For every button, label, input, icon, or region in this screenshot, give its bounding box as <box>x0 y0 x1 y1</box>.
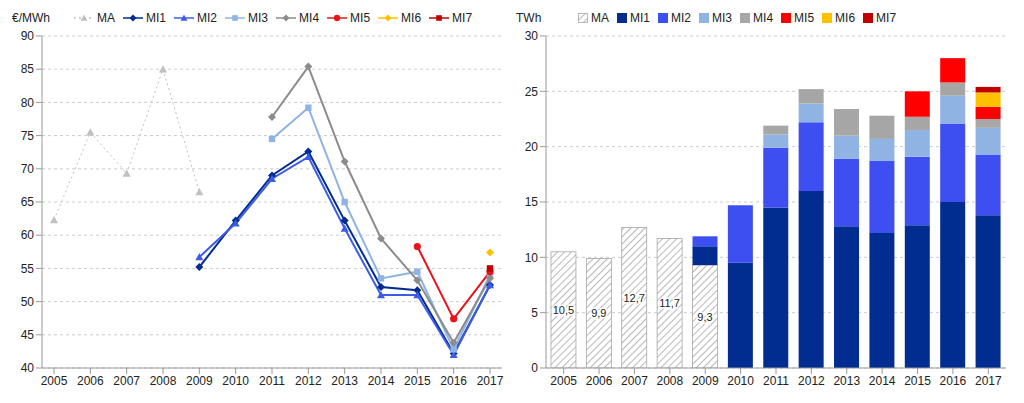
svg-text:2007: 2007 <box>621 374 648 388</box>
html-text:MI7: MI7 <box>452 11 473 25</box>
html-text:MI4: MI4 <box>753 11 774 25</box>
svg-text:5: 5 <box>531 306 538 320</box>
html-text:MI2: MI2 <box>671 11 691 25</box>
html-text:MI5: MI5 <box>350 11 371 25</box>
svg-text:30: 30 <box>525 29 539 43</box>
svg-text:0: 0 <box>531 361 538 375</box>
svg-text:2008: 2008 <box>656 374 683 388</box>
svg-text:80: 80 <box>21 96 35 110</box>
svg-text:2009: 2009 <box>186 374 213 388</box>
svg-text:2011: 2011 <box>259 374 285 388</box>
svg-text:40: 40 <box>21 361 35 375</box>
svg-text:2005: 2005 <box>550 374 577 388</box>
html-text:MI6: MI6 <box>401 11 422 25</box>
svg-text:2015: 2015 <box>404 374 431 388</box>
svg-text:2015: 2015 <box>904 374 931 388</box>
svg-text:2012: 2012 <box>798 374 825 388</box>
svg-text:2016: 2016 <box>440 374 467 388</box>
svg-text:15: 15 <box>525 195 539 209</box>
svg-text:9,3: 9,3 <box>697 311 712 323</box>
html-text:MI3: MI3 <box>712 11 732 25</box>
svg-text:11,7: 11,7 <box>659 297 680 309</box>
html-text:MA: MA <box>591 11 609 25</box>
svg-text:2006: 2006 <box>586 374 613 388</box>
html-text:MI7: MI7 <box>876 11 897 25</box>
svg-text:2012: 2012 <box>295 374 322 388</box>
svg-text:2006: 2006 <box>77 374 104 388</box>
svg-text:2008: 2008 <box>150 374 177 388</box>
html-text:MI2: MI2 <box>197 11 217 25</box>
html-text:MA: MA <box>97 11 115 25</box>
html-text:€/MWh: €/MWh <box>12 11 50 25</box>
svg-text:2009: 2009 <box>692 374 719 388</box>
html-text:MI4: MI4 <box>299 11 320 25</box>
svg-text:2011: 2011 <box>763 374 789 388</box>
svg-text:2010: 2010 <box>222 374 249 388</box>
svg-text:90: 90 <box>21 29 35 43</box>
svg-text:75: 75 <box>21 129 35 143</box>
svg-text:9,9: 9,9 <box>591 307 606 319</box>
svg-text:2014: 2014 <box>869 374 896 388</box>
svg-text:2016: 2016 <box>940 374 967 388</box>
svg-text:10: 10 <box>525 251 539 265</box>
svg-text:20: 20 <box>525 140 539 154</box>
svg-text:2005: 2005 <box>41 374 68 388</box>
svg-text:2014: 2014 <box>368 374 395 388</box>
svg-text:45: 45 <box>21 328 35 342</box>
svg-text:70: 70 <box>21 162 35 176</box>
svg-text:25: 25 <box>525 85 539 99</box>
svg-text:2010: 2010 <box>727 374 754 388</box>
html-text:MI5: MI5 <box>794 11 815 25</box>
html-text:MI1: MI1 <box>146 11 166 25</box>
svg-text:60: 60 <box>21 228 35 242</box>
svg-text:2013: 2013 <box>331 374 358 388</box>
svg-text:10,5: 10,5 <box>553 304 574 316</box>
html-text:MI3: MI3 <box>248 11 268 25</box>
svg-text:85: 85 <box>21 62 35 76</box>
svg-text:2017: 2017 <box>975 374 1002 388</box>
svg-text:50: 50 <box>21 295 35 309</box>
html-text:MI1: MI1 <box>630 11 650 25</box>
svg-text:2007: 2007 <box>113 374 140 388</box>
svg-text:2017: 2017 <box>477 374 504 388</box>
svg-text:12,7: 12,7 <box>624 292 645 304</box>
html-text:MI6: MI6 <box>835 11 856 25</box>
svg-text:65: 65 <box>21 195 35 209</box>
svg-text:2013: 2013 <box>833 374 860 388</box>
html-text:TWh: TWh <box>516 11 542 25</box>
svg-text:55: 55 <box>21 262 35 276</box>
